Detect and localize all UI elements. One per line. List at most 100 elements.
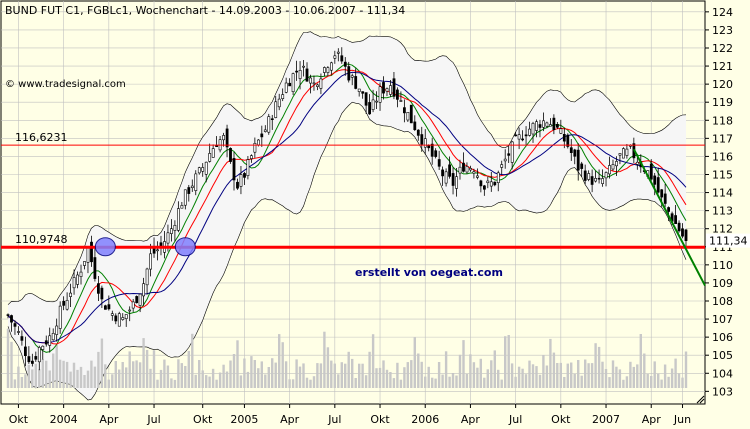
volume-bar xyxy=(291,379,295,388)
volume-bar xyxy=(444,351,448,388)
volume-bar xyxy=(83,375,86,388)
y-tick-label: 118 xyxy=(712,114,733,127)
candle-body xyxy=(677,222,681,232)
candle-body xyxy=(423,138,427,148)
candle-body xyxy=(416,129,420,136)
volume-bar xyxy=(208,376,211,388)
candle-body xyxy=(30,360,34,364)
candle-body xyxy=(552,117,556,130)
candle-body xyxy=(430,143,434,157)
candle-body xyxy=(635,161,639,165)
volume-bar xyxy=(573,374,576,388)
volume-bar xyxy=(608,377,611,388)
volume-bar xyxy=(587,363,590,388)
candle-body xyxy=(187,187,191,194)
ma-short xyxy=(7,63,687,353)
candle-body xyxy=(441,169,445,177)
x-axis: Okt 2004 Apr Jul Okt 2005 Apr Jul Okt 2006 Apr Jul O… xyxy=(9,395,705,426)
volume-bar xyxy=(45,360,48,388)
candle-body xyxy=(406,112,410,121)
y-tick-label: 121 xyxy=(712,60,733,73)
volume-bar xyxy=(497,369,500,388)
volume-bar xyxy=(660,379,663,388)
chart-title: BUND FUT C1, FGBLc1, Wochenchart - 14.09… xyxy=(5,4,405,17)
candle-body xyxy=(482,185,486,190)
candle-body xyxy=(107,304,111,310)
volume-bar xyxy=(559,362,562,388)
volume-bar xyxy=(271,358,274,388)
candle-body xyxy=(361,91,365,94)
candle-body xyxy=(385,88,389,92)
volume-bar xyxy=(128,351,131,388)
candle-body xyxy=(104,305,107,310)
volume-bars xyxy=(6,328,688,388)
candle-body xyxy=(559,128,563,134)
candle-body xyxy=(618,153,622,156)
volume-bar xyxy=(504,336,507,388)
candle-body xyxy=(601,178,605,184)
volume-bar xyxy=(97,351,100,388)
candle-body xyxy=(121,317,125,320)
candle-body xyxy=(124,314,128,319)
volume-bar xyxy=(538,374,542,388)
volume-bar xyxy=(437,362,441,388)
volume-bar xyxy=(615,366,618,388)
volume-bar xyxy=(507,335,510,388)
volume-bar xyxy=(646,374,649,388)
x-tick-label: Okt xyxy=(370,413,390,426)
candle-body xyxy=(309,77,312,84)
volume-bar xyxy=(420,361,423,388)
volume-bar xyxy=(455,375,458,388)
candle-body xyxy=(402,107,406,114)
candle-body xyxy=(156,249,159,252)
volume-bar xyxy=(552,352,556,388)
candle-body xyxy=(159,242,163,247)
volume-bar xyxy=(410,360,413,388)
x-tick-label: Jul xyxy=(327,413,341,426)
y-tick-label: 124 xyxy=(712,6,733,19)
candle-body xyxy=(288,82,292,87)
volume-bar xyxy=(653,361,656,388)
volume-bar xyxy=(194,374,197,388)
candle-body xyxy=(329,62,333,71)
volume-bar xyxy=(90,360,93,388)
candle-body xyxy=(444,171,448,184)
volume-bar xyxy=(382,360,385,388)
candle-body xyxy=(97,283,100,294)
volume-bar xyxy=(663,364,667,388)
candle-body xyxy=(197,167,201,174)
candle-body xyxy=(138,293,142,306)
x-tick-label: Apr xyxy=(280,413,300,426)
volume-bar xyxy=(65,361,69,388)
volume-bar xyxy=(364,375,368,388)
volume-bar xyxy=(205,375,208,388)
volume-bar xyxy=(479,358,482,388)
x-tick-label: 2005 xyxy=(230,413,258,426)
y-tick-label: 123 xyxy=(712,24,733,37)
volume-bar xyxy=(326,347,330,388)
candle-body xyxy=(489,181,493,187)
volume-bar xyxy=(639,334,642,388)
volume-bar xyxy=(166,365,170,388)
candle-body xyxy=(382,82,385,94)
volume-bar xyxy=(246,371,250,388)
volume-bar xyxy=(517,366,521,388)
volume-bar xyxy=(104,364,107,388)
volume-bar xyxy=(323,331,326,388)
volume-bar xyxy=(333,363,336,388)
candle-body xyxy=(604,172,608,179)
volume-bar xyxy=(225,371,229,388)
candle-body xyxy=(10,315,13,323)
x-tick-label: 2007 xyxy=(592,413,620,426)
marker-circle xyxy=(174,237,196,257)
volume-bar xyxy=(441,374,444,388)
volume-bar xyxy=(232,354,236,388)
candle-body xyxy=(83,261,86,266)
volume-bar xyxy=(10,341,13,388)
candle-body xyxy=(34,356,38,360)
volume-bar xyxy=(125,367,128,388)
candle-body xyxy=(253,143,257,153)
y-tick-label: 113 xyxy=(712,205,733,218)
candle-body xyxy=(347,66,351,81)
candle-body xyxy=(27,356,31,363)
